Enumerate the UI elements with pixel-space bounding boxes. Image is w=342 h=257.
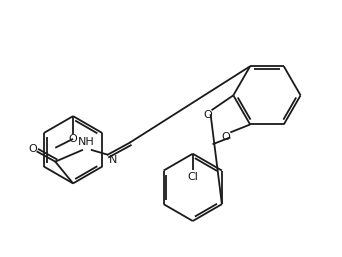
Text: O: O	[28, 144, 37, 154]
Text: O: O	[203, 110, 212, 120]
Text: NH: NH	[78, 137, 94, 147]
Text: O: O	[69, 134, 77, 144]
Text: Cl: Cl	[187, 172, 198, 182]
Text: N: N	[108, 155, 117, 165]
Text: O: O	[221, 132, 230, 142]
